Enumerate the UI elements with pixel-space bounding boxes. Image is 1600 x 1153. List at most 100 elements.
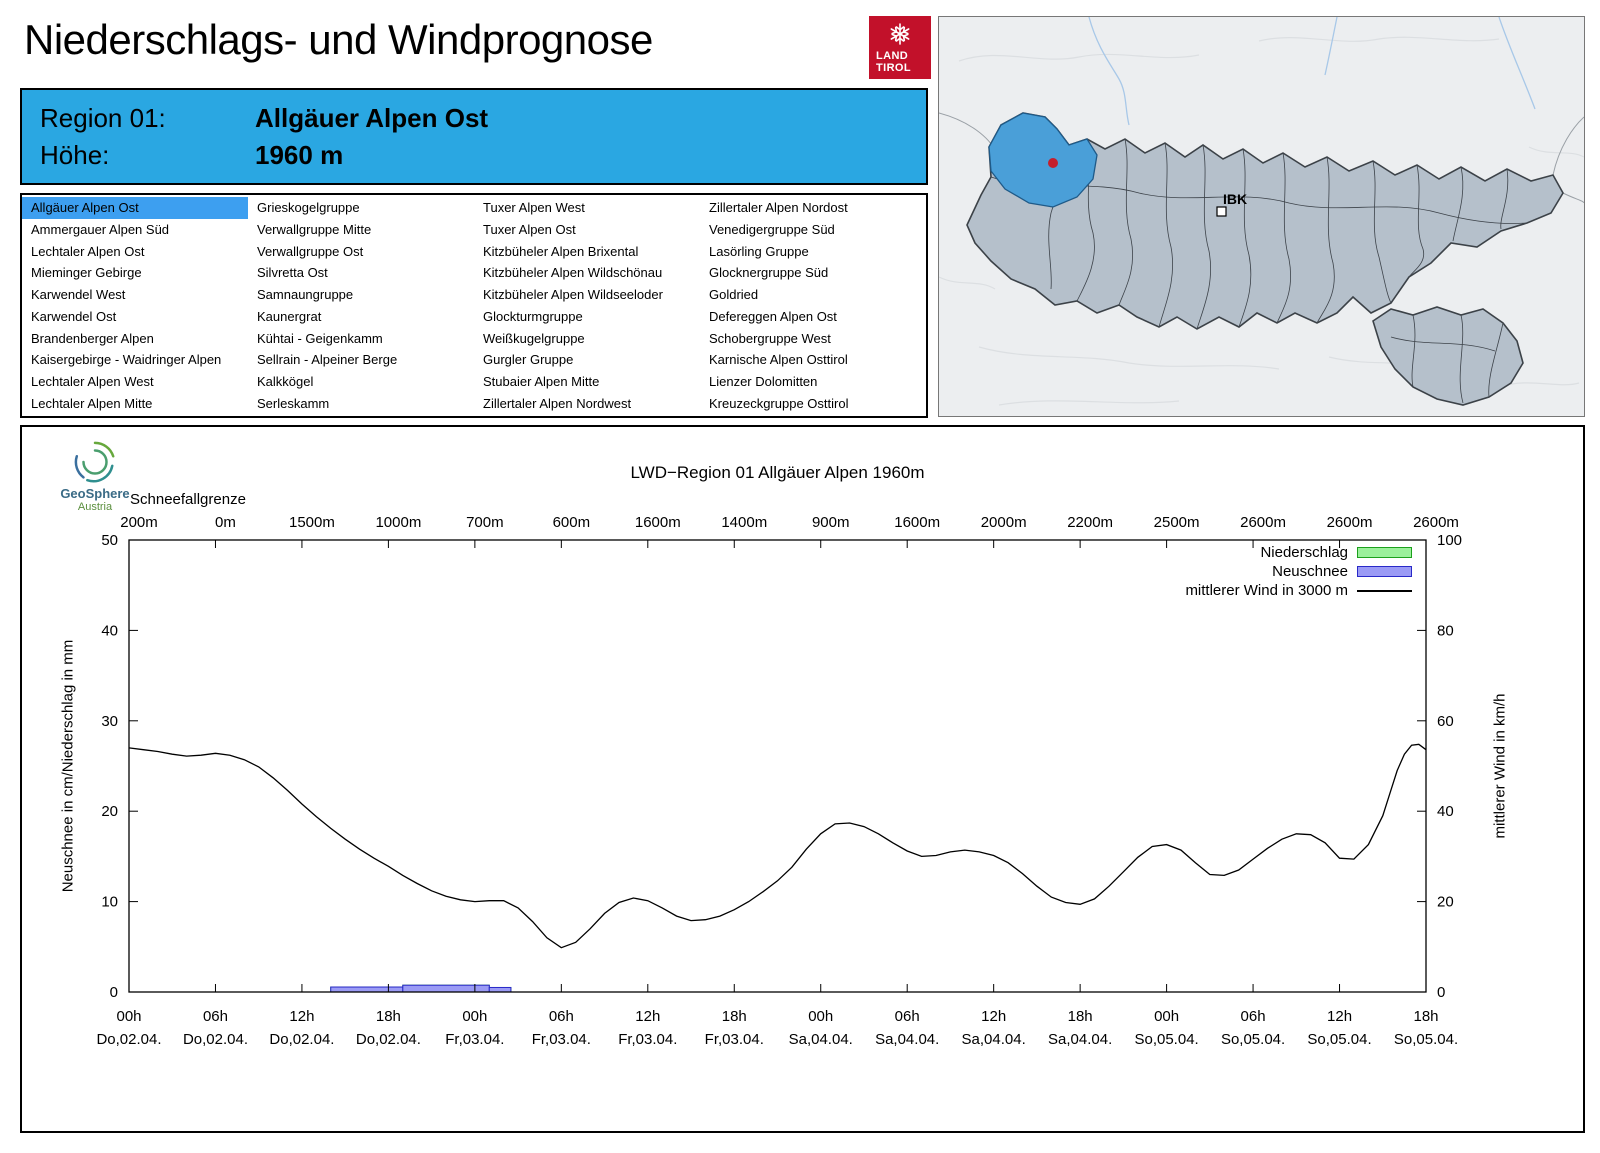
region-item[interactable]: Kaunergrat <box>257 308 322 324</box>
region-item[interactable]: Mieminger Gebirge <box>31 265 142 281</box>
niederschlag-swatch <box>1357 547 1412 558</box>
region-item[interactable]: Silvretta Ost <box>257 265 328 281</box>
north-tirol-region[interactable] <box>966 112 1564 330</box>
region-item[interactable]: Schobergruppe West <box>709 330 831 346</box>
y-tick-left: 10 <box>101 894 118 911</box>
x-tick-date: Sa,04.04. <box>875 1031 939 1048</box>
region-item[interactable]: Zillertaler Alpen Nordost <box>709 200 848 216</box>
region-item[interactable]: Weißkugelgruppe <box>483 330 585 346</box>
legend-row-wind: mittlerer Wind in 3000 m <box>1112 581 1412 600</box>
x-tick-hour: 00h <box>116 1008 141 1025</box>
x-tick-hour: 12h <box>1327 1008 1352 1025</box>
region-item[interactable]: Kitzbüheler Alpen Brixental <box>483 243 639 259</box>
region-item[interactable]: Lechtaler Alpen West <box>31 373 154 389</box>
legend-label-neuschnee: Neuschnee <box>1272 563 1348 580</box>
y-tick-right: 60 <box>1437 713 1454 730</box>
land-tirol-logo: LAND TIROL <box>869 16 931 79</box>
region-item[interactable]: Karwendel Ost <box>31 308 117 324</box>
region-item[interactable]: Venedigergruppe Süd <box>709 222 835 238</box>
snowline-value: 1600m <box>894 514 940 531</box>
region-item[interactable]: Samnaungruppe <box>257 287 354 303</box>
legend-row-neuschnee: Neuschnee <box>1112 562 1412 581</box>
logo-land-text: LAND <box>876 50 909 62</box>
region-item[interactable]: Kreuzeckgruppe Osttirol <box>709 395 849 411</box>
region-item[interactable]: Serleskamm <box>257 395 330 411</box>
region-item[interactable]: Kitzbüheler Alpen Wildseeloder <box>483 287 663 303</box>
region-item[interactable]: Lechtaler Alpen Mitte <box>31 395 153 411</box>
region-item[interactable]: Karnische Alpen Osttirol <box>709 352 848 368</box>
x-tick-date: So,05.04. <box>1134 1031 1198 1048</box>
region-item[interactable]: Tuxer Alpen Ost <box>483 222 576 238</box>
region-item[interactable]: Ammergauer Alpen Süd <box>31 222 170 238</box>
x-tick-date: Fr,03.04. <box>532 1031 591 1048</box>
elevation-label: Höhe: <box>40 139 110 170</box>
y-tick-left: 50 <box>101 532 118 549</box>
x-tick-date: So,05.04. <box>1307 1031 1371 1048</box>
east-region-borders <box>1390 314 1504 404</box>
region-item[interactable]: Kühtai - Geigenkamm <box>257 330 383 346</box>
x-tick-date: Sa,04.04. <box>962 1031 1026 1048</box>
region-item[interactable]: Verwallgruppe Mitte <box>257 222 372 238</box>
region-item[interactable]: Lasörling Gruppe <box>709 243 809 259</box>
elevation-value: 1960 m <box>255 139 344 170</box>
region-marker-dot <box>1048 158 1058 168</box>
region-item[interactable]: Lechtaler Alpen Ost <box>31 243 145 259</box>
region-item[interactable]: Kaisergebirge - Waidringer Alpen <box>31 352 222 368</box>
ibk-label: IBK <box>1223 191 1247 207</box>
region-item[interactable]: Tuxer Alpen West <box>483 200 585 216</box>
region-item[interactable]: Karwendel West <box>31 287 126 303</box>
region-item[interactable]: Defereggen Alpen Ost <box>709 308 837 324</box>
snowline-value: 2600m <box>1327 514 1373 531</box>
x-tick-date: Fr,03.04. <box>618 1031 677 1048</box>
snowflake-icon <box>888 23 912 45</box>
region-item[interactable]: Kalkkögel <box>257 373 314 389</box>
region-item[interactable]: Sellrain - Alpeiner Berge <box>257 352 398 368</box>
ylabel-right: mittlerer Wind in km/h <box>1491 693 1509 839</box>
chart-box: 00h Do,02.04. 200m 06h Do,02.04. 0m 12h Do,02.0… <box>20 425 1585 1133</box>
tirol-map[interactable]: IBK <box>938 16 1585 417</box>
region-item[interactable]: Verwallgruppe Ost <box>257 243 364 259</box>
x-tick-hour: 12h <box>635 1008 660 1025</box>
snowline-value: 2200m <box>1067 514 1113 531</box>
region-item[interactable]: Lienzer Dolomitten <box>709 373 818 389</box>
region-number-label: Region 01: <box>40 102 166 133</box>
y-tick-left: 20 <box>101 803 118 820</box>
region-item[interactable]: Gurgler Gruppe <box>483 352 574 368</box>
neuschnee-swatch <box>1357 566 1412 577</box>
y-tick-right: 0 <box>1437 984 1445 1001</box>
x-tick-hour: 06h <box>1241 1008 1266 1025</box>
region-item[interactable]: Glockturmgruppe <box>483 308 583 324</box>
region-item[interactable]: Zillertaler Alpen Nordwest <box>483 395 632 411</box>
region-item[interactable]: Glocknergruppe Süd <box>709 265 829 281</box>
chart-legend: Niederschlag Neuschnee mittlerer Wind in… <box>1112 543 1412 600</box>
map-highlight-region[interactable] <box>988 112 1098 208</box>
x-tick-hour: 18h <box>722 1008 747 1025</box>
x-tick-hour: 18h <box>376 1008 401 1025</box>
x-tick-hour: 18h <box>1413 1008 1438 1025</box>
snowline-value: 2600m <box>1413 514 1459 531</box>
x-tick-hour: 00h <box>462 1008 487 1025</box>
y-tick-right: 100 <box>1437 532 1462 549</box>
east-tirol-region[interactable] <box>1372 306 1524 406</box>
tirol-map-svg: IBK <box>938 16 1585 406</box>
x-tick-hour: 12h <box>289 1008 314 1025</box>
x-tick-hour: 06h <box>549 1008 574 1025</box>
x-tick-date: Sa,04.04. <box>1048 1031 1112 1048</box>
snowline-value: 2000m <box>981 514 1027 531</box>
legend-label-niederschlag: Niederschlag <box>1260 544 1348 561</box>
neuschnee-bar <box>402 984 490 993</box>
snowline-value: 1500m <box>289 514 335 531</box>
geosphere-name: GeoSphere <box>60 486 130 501</box>
region-item[interactable]: Kitzbüheler Alpen Wildschönau <box>483 265 663 281</box>
region-item[interactable]: Goldried <box>709 287 759 303</box>
snowline-value: 900m <box>812 514 850 531</box>
ibk-marker <box>1216 206 1227 217</box>
region-item[interactable]: Allgäuer Alpen Ost <box>22 197 248 219</box>
region-item[interactable]: Brandenberger Alpen <box>31 330 154 346</box>
x-tick-hour: 06h <box>895 1008 920 1025</box>
snowline-value: 1600m <box>635 514 681 531</box>
region-item[interactable]: Stubaier Alpen Mitte <box>483 373 600 389</box>
river-lines <box>1088 16 1536 126</box>
x-tick-date: Do,02.04. <box>96 1031 161 1048</box>
region-item[interactable]: Grieskogelgruppe <box>257 200 360 216</box>
